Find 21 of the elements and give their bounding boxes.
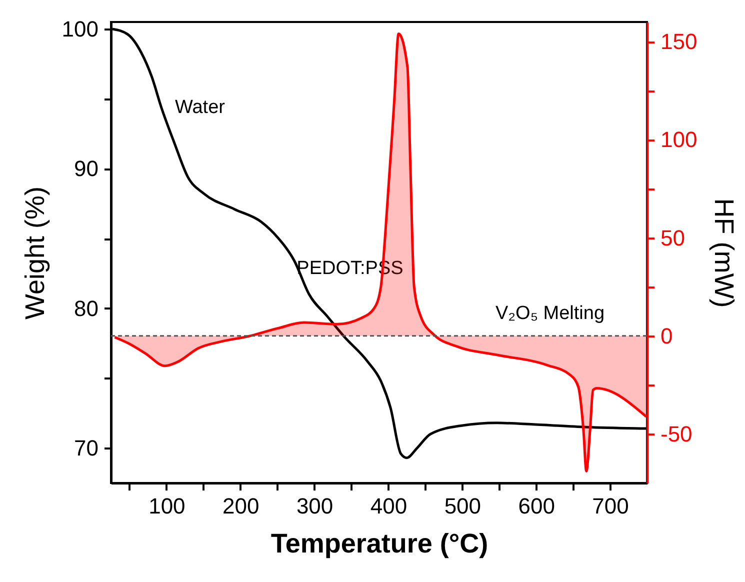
y2-tick-label: 150 [660, 29, 698, 54]
y-axis-title: Weight (%) [20, 186, 50, 320]
x-tick-label: 400 [370, 494, 408, 518]
x-tick-label: 100 [148, 494, 186, 518]
y2-tick-label: -50 [660, 421, 692, 446]
y-tick-label: 80 [74, 296, 98, 321]
y-tick-label: 100 [62, 16, 98, 42]
x-axis-title: Temperature (°C) [270, 528, 488, 558]
annotation: Water [175, 97, 226, 118]
x-tick-label: 200 [222, 494, 260, 518]
y-tick-label: 70 [74, 436, 98, 461]
x-tick-label: 600 [518, 494, 555, 518]
x-tick-label: 500 [444, 494, 482, 518]
y2-axis-title: HF (mW) [709, 198, 740, 308]
x-tick-label: 300 [296, 494, 334, 518]
y2-tick-label: 50 [660, 225, 685, 250]
x-tick-label: 700 [592, 494, 629, 518]
y2-tick-label: 100 [660, 127, 698, 152]
annotation: V₂O₅ Melting [495, 303, 605, 324]
y-tick-label: 90 [74, 156, 98, 182]
y2-tick-label: 0 [660, 323, 673, 348]
